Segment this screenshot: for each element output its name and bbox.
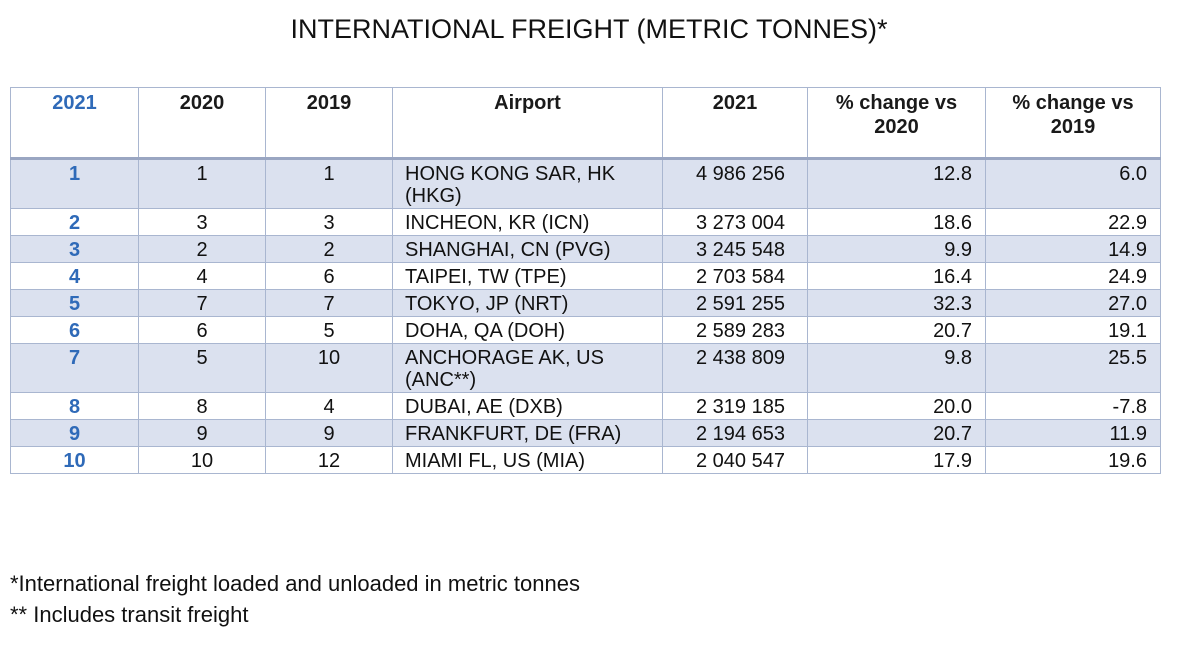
cell-airport: INCHEON, KR (ICN) (392, 208, 663, 236)
cell-pct-change-2020: 32.3 (807, 289, 986, 317)
cell-pct-change-2020: 9.9 (807, 235, 986, 263)
cell-rank-2020: 6 (138, 316, 266, 344)
cell-freight-2021: 2 591 255 (662, 289, 808, 317)
cell-rank-2021: 4 (10, 262, 139, 290)
cell-freight-2021: 2 589 283 (662, 316, 808, 344)
cell-freight-2021: 2 194 653 (662, 419, 808, 447)
cell-airport: ANCHORAGE AK, US (ANC**) (392, 343, 663, 393)
cell-pct-change-2020: 20.7 (807, 316, 986, 344)
cell-freight-2021: 2 319 185 (662, 392, 808, 420)
cell-pct-change-2020: 12.8 (807, 158, 986, 209)
cell-rank-2020: 7 (138, 289, 266, 317)
header-airport: Airport (392, 87, 663, 160)
header-pct-change-2020: % change vs 2020 (807, 87, 986, 160)
cell-pct-change-2020: 16.4 (807, 262, 986, 290)
cell-rank-2019: 5 (265, 316, 393, 344)
cell-rank-2019: 1 (265, 158, 393, 209)
cell-pct-change-2020: 17.9 (807, 446, 986, 474)
cell-freight-2021: 2 438 809 (662, 343, 808, 393)
cell-pct-change-2019: 6.0 (985, 158, 1161, 209)
cell-pct-change-2019: 19.6 (985, 446, 1161, 474)
cell-freight-2021: 3 245 548 (662, 235, 808, 263)
table-row: 10 10 12 MIAMI FL, US (MIA) 2 040 547 17.9 19.… (10, 446, 1161, 474)
cell-pct-change-2019: 25.5 (985, 343, 1161, 393)
cell-pct-change-2019: -7.8 (985, 392, 1161, 420)
table-row: 5 7 7 TOKYO, JP (NRT) 2 591 255 32.3 27.0 (10, 289, 1161, 317)
cell-pct-change-2020: 9.8 (807, 343, 986, 393)
table-row: 2 3 3 INCHEON, KR (ICN) 3 273 004 18.6 22.9 (10, 208, 1161, 236)
cell-rank-2021: 5 (10, 289, 139, 317)
cell-rank-2020: 2 (138, 235, 266, 263)
table-row: 6 6 5 DOHA, QA (DOH) 2 589 283 20.7 19.1 (10, 316, 1161, 344)
header-row: 2021 2020 2019 Airport 2021 % change vs … (10, 87, 1161, 160)
cell-rank-2020: 10 (138, 446, 266, 474)
cell-airport: DUBAI, AE (DXB) (392, 392, 663, 420)
cell-pct-change-2020: 20.0 (807, 392, 986, 420)
cell-rank-2020: 8 (138, 392, 266, 420)
cell-pct-change-2019: 11.9 (985, 419, 1161, 447)
cell-freight-2021: 2 703 584 (662, 262, 808, 290)
cell-rank-2021: 8 (10, 392, 139, 420)
table-row: 9 9 9 FRANKFURT, DE (FRA) 2 194 653 20.7 11.9 (10, 419, 1161, 447)
footnote-metric-tonnes: *International freight loaded and unload… (10, 571, 580, 596)
header-pct-change-2020-line2: 2020 (874, 116, 919, 138)
cell-airport: TAIPEI, TW (TPE) (392, 262, 663, 290)
cell-rank-2021: 10 (10, 446, 139, 474)
header-pct-change-2019: % change vs 2019 (985, 87, 1161, 160)
cell-rank-2021: 9 (10, 419, 139, 447)
table-row: 8 8 4 DUBAI, AE (DXB) 2 319 185 20.0 -7.8 (10, 392, 1161, 420)
table-row: 7 5 10 ANCHORAGE AK, US (ANC**) 2 438 809 9.8… (10, 343, 1161, 393)
cell-rank-2020: 5 (138, 343, 266, 393)
cell-freight-2021: 3 273 004 (662, 208, 808, 236)
cell-rank-2019: 12 (265, 446, 393, 474)
freight-table: 2021 2020 2019 Airport 2021 % change vs … (10, 87, 1161, 474)
cell-pct-change-2020: 18.6 (807, 208, 986, 236)
cell-airport: SHANGHAI, CN (PVG) (392, 235, 663, 263)
cell-pct-change-2019: 24.9 (985, 262, 1161, 290)
cell-airport: FRANKFURT, DE (FRA) (392, 419, 663, 447)
header-freight-2021: 2021 (662, 87, 808, 160)
cell-rank-2021: 7 (10, 343, 139, 393)
table-row: 4 4 6 TAIPEI, TW (TPE) 2 703 584 16.4 24.9 (10, 262, 1161, 290)
cell-rank-2019: 9 (265, 419, 393, 447)
cell-rank-2020: 9 (138, 419, 266, 447)
cell-airport: MIAMI FL, US (MIA) (392, 446, 663, 474)
cell-rank-2021: 2 (10, 208, 139, 236)
cell-rank-2020: 1 (138, 158, 266, 209)
cell-pct-change-2019: 22.9 (985, 208, 1161, 236)
cell-rank-2019: 4 (265, 392, 393, 420)
header-rank-2021: 2021 (10, 87, 139, 160)
cell-freight-2021: 2 040 547 (662, 446, 808, 474)
cell-pct-change-2019: 27.0 (985, 289, 1161, 317)
cell-pct-change-2020: 20.7 (807, 419, 986, 447)
cell-rank-2020: 3 (138, 208, 266, 236)
header-rank-2020: 2020 (138, 87, 266, 160)
cell-airport: HONG KONG SAR, HK (HKG) (392, 158, 663, 209)
cell-pct-change-2019: 14.9 (985, 235, 1161, 263)
cell-airport: DOHA, QA (DOH) (392, 316, 663, 344)
table-body: 1 1 1 HONG KONG SAR, HK (HKG) 4 986 256 12.8 6… (10, 158, 1161, 474)
cell-pct-change-2019: 19.1 (985, 316, 1161, 344)
cell-rank-2021: 3 (10, 235, 139, 263)
header-pct-change-2020-line1: % change vs (835, 92, 958, 114)
cell-rank-2019: 3 (265, 208, 393, 236)
cell-rank-2020: 4 (138, 262, 266, 290)
cell-freight-2021: 4 986 256 (662, 158, 808, 209)
cell-rank-2019: 2 (265, 235, 393, 263)
header-pct-change-2019-line2: 2019 (1050, 116, 1096, 138)
cell-rank-2019: 10 (265, 343, 393, 393)
cell-rank-2021: 6 (10, 316, 139, 344)
footnotes: *International freight loaded and unload… (10, 568, 580, 630)
cell-rank-2019: 6 (265, 262, 393, 290)
footnote-transit: ** Includes transit freight (10, 602, 249, 627)
table-row: 1 1 1 HONG KONG SAR, HK (HKG) 4 986 256 12.8 6… (10, 158, 1161, 209)
page-title: INTERNATIONAL FREIGHT (METRIC TONNES)* (290, 14, 888, 44)
header-pct-change-2019-line1: % change vs (1012, 92, 1134, 114)
cell-airport: TOKYO, JP (NRT) (392, 289, 663, 317)
header-rank-2019: 2019 (265, 87, 393, 160)
table-row: 3 2 2 SHANGHAI, CN (PVG) 3 245 548 9.9 14.9 (10, 235, 1161, 263)
cell-rank-2019: 7 (265, 289, 393, 317)
cell-rank-2021: 1 (10, 158, 139, 209)
